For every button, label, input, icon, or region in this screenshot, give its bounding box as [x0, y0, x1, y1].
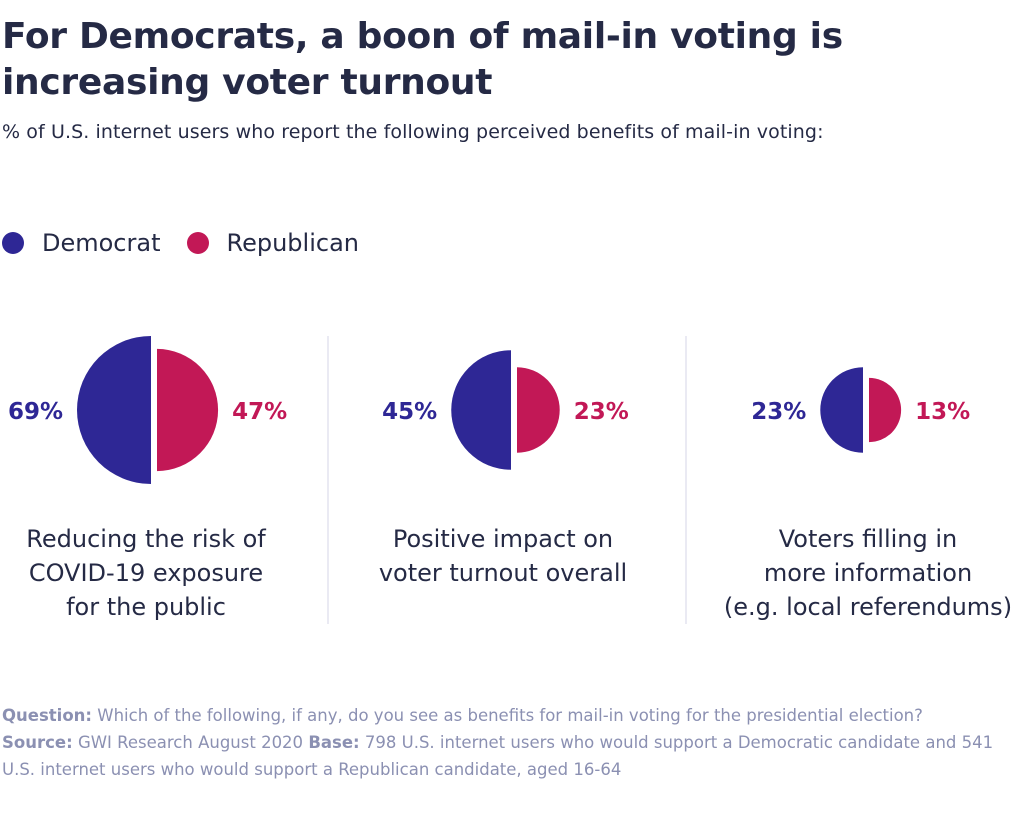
- category-label-1-line-3: for the public: [66, 593, 226, 621]
- category-label-1: Reducing the risk of COVID-19 exposure f…: [0, 522, 306, 624]
- question-text: Which of the following, if any, do you s…: [97, 706, 923, 725]
- democrat-value-label-3: 23%: [751, 399, 806, 425]
- category-label-2-line-1: Positive impact on: [392, 525, 614, 553]
- republican-half-1: [157, 348, 219, 472]
- question-label: Question:: [2, 706, 93, 725]
- legend-swatch-republican: [186, 232, 209, 254]
- democrat-half-3: [820, 367, 863, 453]
- democrat-half-1: [77, 336, 151, 484]
- republican-value-label-1: 47%: [232, 399, 287, 425]
- base-text: 798 U.S. internet users who would suppor…: [2, 733, 994, 779]
- category-label-3-line-2: more information: [763, 559, 973, 587]
- chart-subtitle: % of U.S. internet users who report the …: [2, 121, 824, 143]
- democrat-half-2: [451, 350, 511, 470]
- category-label-1-line-1: Reducing the risk of: [26, 525, 266, 553]
- legend-item-republican: Republican: [186, 229, 360, 257]
- republican-value-label-3: 13%: [915, 399, 970, 425]
- democrat-value-label-2: 45%: [382, 399, 437, 425]
- category-label-1-line-2: COVID-19 exposure: [28, 559, 264, 587]
- footer-notes: Question: Which of the following, if any…: [2, 702, 1020, 783]
- chart-area: 69% 47% 45% 23% 23% 13%: [8, 336, 970, 624]
- category-label-3-line-1: Voters filling in: [778, 525, 958, 553]
- source-text: GWI Research August 2020: [77, 733, 304, 752]
- source-label: Source:: [2, 733, 73, 752]
- category-label-2-line-2: voter turnout overall: [378, 559, 628, 587]
- legend-label-democrat: Democrat: [42, 229, 161, 257]
- legend-item-democrat: Democrat: [2, 229, 161, 257]
- category-label-2: Positive impact on voter turnout overall: [343, 522, 663, 590]
- republican-half-2: [517, 367, 560, 453]
- republican-value-label-2: 23%: [574, 399, 629, 425]
- category-label-3-line-3: (e.g. local referendums): [723, 593, 1013, 621]
- democrat-value-label-1: 69%: [8, 399, 63, 425]
- legend-swatch-democrat: [2, 232, 24, 254]
- category-label-3: Voters filling in more information (e.g.…: [708, 522, 1024, 624]
- republican-half-3: [869, 377, 902, 443]
- base-label: Base:: [308, 733, 360, 752]
- legend-label-republican: Republican: [226, 229, 360, 257]
- chart-title: For Democrats, a boon of mail-in voting …: [2, 16, 843, 103]
- legend: Democrat Republican: [2, 229, 385, 257]
